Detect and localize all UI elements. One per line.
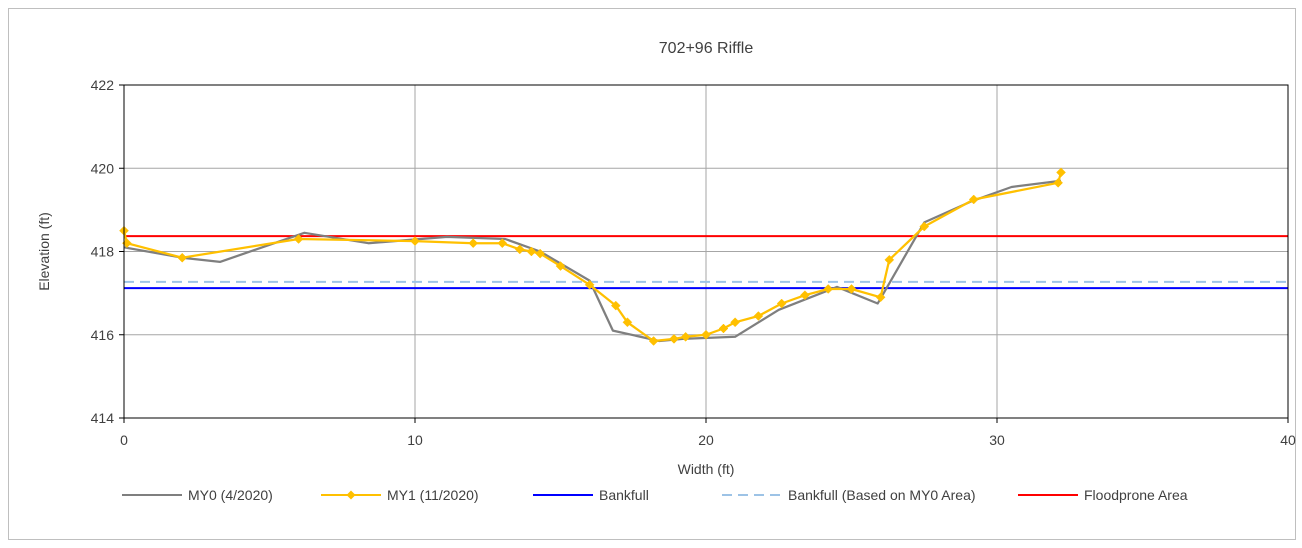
legend-label-4: Floodprone Area — [1084, 487, 1188, 503]
legend-label-2: Bankfull — [599, 487, 649, 503]
data-point — [701, 329, 711, 340]
legend: MY0 (4/2020) MY1 (11/2020) Bankfull Bankful… — [122, 487, 1188, 503]
data-point — [680, 331, 691, 342]
data-point — [669, 334, 679, 344]
data-point — [648, 336, 659, 346]
data-point — [884, 254, 895, 265]
grid — [123, 84, 1289, 419]
y-tick-label: 416 — [91, 327, 115, 343]
y-tick-label: 414 — [91, 410, 115, 426]
x-tick-label: 30 — [989, 432, 1005, 448]
data-point — [177, 252, 188, 263]
data-point — [968, 194, 979, 205]
legend-label-0: MY0 (4/2020) — [188, 487, 273, 503]
data-point — [1053, 177, 1063, 188]
y-axis-label: Elevation (ft) — [36, 212, 52, 291]
x-axis-label: Width (ft) — [678, 461, 735, 477]
series-lines — [119, 167, 1066, 346]
legend-label-1: MY1 (11/2020) — [387, 487, 479, 503]
chart-svg: 702+96 Riffle 0 10 20 30 40 414416418420422 … — [36, 40, 1296, 503]
data-point — [526, 246, 537, 257]
x-axis-ticks: 0 10 20 30 40 — [120, 418, 1296, 448]
data-point — [753, 311, 764, 321]
series-line-0 — [123, 179, 1062, 343]
data-point — [622, 317, 633, 328]
data-point — [730, 317, 740, 328]
data-point — [584, 279, 595, 290]
data-point — [1056, 167, 1066, 178]
y-tick-label: 418 — [91, 244, 115, 260]
data-point — [610, 300, 621, 311]
x-tick-label: 40 — [1280, 432, 1296, 448]
y-tick-label: 422 — [91, 77, 115, 93]
y-tick-label: 420 — [91, 160, 115, 176]
data-point — [410, 236, 420, 246]
data-point — [293, 234, 304, 244]
legend-label-3: Bankfull (Based on MY0 Area) — [788, 487, 976, 503]
legend-marker — [346, 490, 356, 500]
x-tick-label: 0 — [120, 432, 128, 448]
data-point — [468, 238, 479, 249]
chart-frame: 702+96 Riffle 0 10 20 30 40 414 416 418 420 422 … — [8, 8, 1296, 540]
chart-title: 702+96 Riffle — [659, 40, 754, 57]
x-tick-label: 20 — [698, 432, 714, 448]
data-point — [919, 221, 930, 232]
series-line-1 — [122, 172, 1063, 343]
x-tick-label: 10 — [407, 432, 423, 448]
data-point — [800, 290, 810, 301]
data-point — [875, 292, 886, 303]
data-point — [776, 298, 787, 309]
data-point — [555, 261, 566, 271]
data-point — [718, 323, 729, 334]
y-axis-ticks: 414 416 418 420 422 — [91, 77, 124, 426]
data-point — [823, 284, 834, 294]
data-point — [846, 284, 857, 294]
data-point — [535, 248, 545, 259]
data-point — [514, 244, 525, 255]
data-point — [497, 238, 508, 249]
